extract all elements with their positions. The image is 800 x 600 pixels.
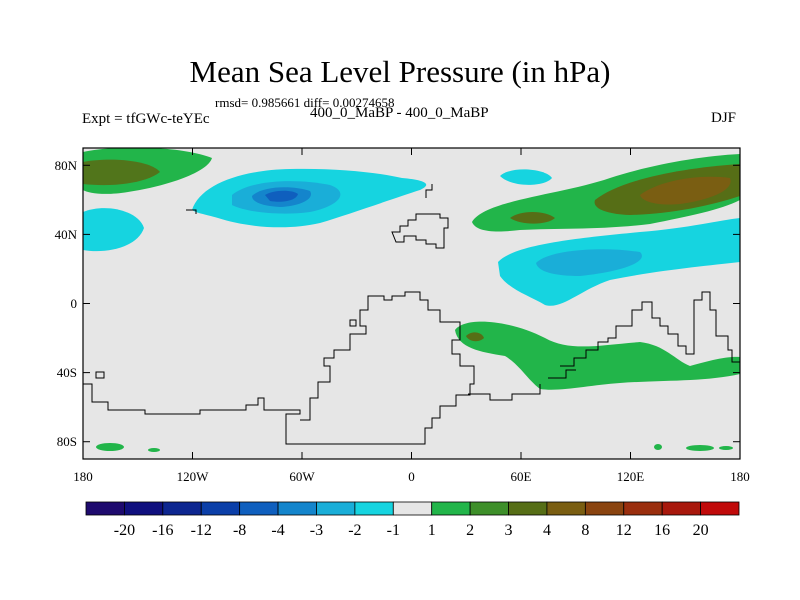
coastline-gondwana [83, 291, 475, 445]
colorbar-swatch [392, 501, 433, 516]
coastline-island-2 [95, 371, 105, 379]
colorbar-label: -1 [387, 522, 400, 539]
colorbar-label: 1 [428, 522, 436, 539]
contour-fill-layer [83, 148, 740, 452]
colorbar-label: 2 [466, 522, 474, 539]
positive-anomaly-south-core [466, 332, 484, 342]
colorbar-swatch [661, 501, 701, 516]
colorbar-swatch [124, 501, 164, 516]
positive-anomaly-se-blob-2 [686, 445, 714, 451]
colorbar-swatch [316, 501, 356, 516]
positive-anomaly-se-blob-3 [719, 446, 733, 450]
coastline-island [349, 319, 357, 327]
colorbar-label: 16 [654, 522, 670, 539]
colorbar-label: 4 [543, 522, 551, 539]
coastline-island-3 [186, 209, 197, 214]
colorbar-swatch [200, 501, 241, 516]
coastline-siberia-south [560, 291, 740, 367]
lon-tick-label: 180 [73, 469, 93, 484]
positive-anomaly-nw-core [83, 159, 160, 186]
positive-anomaly-se-blob [654, 444, 662, 450]
colorbar-swatch [623, 501, 663, 516]
coastline-south-gondwana [468, 384, 541, 401]
colorbar-swatch [354, 501, 394, 516]
colorbar-swatch [239, 501, 279, 516]
negative-anomaly-north-atlantic-center [265, 190, 298, 202]
period-label: 400_0_MaBP - 400_0_MaBP [310, 105, 489, 121]
positive-anomaly-south [455, 321, 740, 390]
lat-tick-label: 80S [57, 434, 77, 449]
colorbar-swatch [85, 501, 125, 516]
colorbar-swatch [584, 501, 625, 516]
experiment-label: Expt = tfGWc-teYEc [82, 111, 210, 127]
lat-tick-label: 40S [57, 365, 77, 380]
colorbar-label: 3 [505, 522, 513, 539]
lon-tick-label: 60W [289, 469, 315, 484]
colorbar-label: 8 [581, 522, 589, 539]
negative-anomaly-west [83, 208, 144, 252]
season-label: DJF [711, 110, 737, 126]
lat-tick-label: 80N [55, 158, 78, 173]
positive-anomaly-sw-blob [96, 443, 124, 451]
positive-anomaly-siberia-west [510, 212, 555, 224]
lat-tick-label: 40N [55, 227, 78, 242]
colorbar-swatch [277, 501, 317, 516]
latitude-axis: 80N 40N 0 40S 80S [55, 158, 740, 449]
colorbar-swatch [546, 501, 586, 516]
positive-anomaly-s-blob [148, 448, 160, 452]
negative-anomaly-east-core [536, 249, 642, 276]
negative-anomaly-small [500, 169, 552, 185]
colorbar-swatch [431, 501, 471, 516]
lon-tick-label: 120W [177, 469, 210, 484]
lon-tick-label: 60E [511, 469, 532, 484]
colorbar-swatch [700, 501, 740, 516]
colorbar-swatch [508, 501, 548, 516]
plot-title: Mean Sea Level Pressure (in hPa) [189, 54, 611, 89]
colorbar-label: -3 [310, 522, 323, 539]
colorbar-label: -4 [271, 522, 284, 539]
colorbar: -20 -16 -12 -8 -4 -3 -2 -1 1 2 3 4 8 12 16 20 [85, 501, 740, 539]
colorbar-label: -2 [348, 522, 361, 539]
lon-tick-label: 0 [408, 469, 415, 484]
map-panel: 80N 40N 0 40S 80S 180 120W 60W 0 60E 120E 180 [55, 147, 750, 484]
positive-anomaly-siberia-core [640, 176, 731, 205]
coastline-baltica [425, 184, 433, 198]
longitude-axis: 180 120W 60W 0 60E 120E 180 [73, 148, 750, 484]
colorbar-label: 12 [616, 522, 632, 539]
colorbar-label: -8 [233, 522, 246, 539]
lon-tick-label: 120E [617, 469, 645, 484]
coastlines [83, 184, 740, 445]
colorbar-label: -16 [152, 522, 173, 539]
coastline-laurentia [391, 213, 449, 249]
colorbar-label: -20 [114, 522, 135, 539]
coastline-interior [548, 369, 576, 379]
colorbar-swatch [469, 501, 509, 516]
lon-tick-label: 180 [730, 469, 750, 484]
colorbar-swatch [162, 501, 202, 516]
colorbar-label: 20 [693, 522, 709, 539]
colorbar-label: -12 [191, 522, 212, 539]
lat-tick-label: 0 [71, 296, 78, 311]
rmsd-diff-stats: rmsd= 0.985661 diff= 0.00274658 [215, 95, 395, 110]
